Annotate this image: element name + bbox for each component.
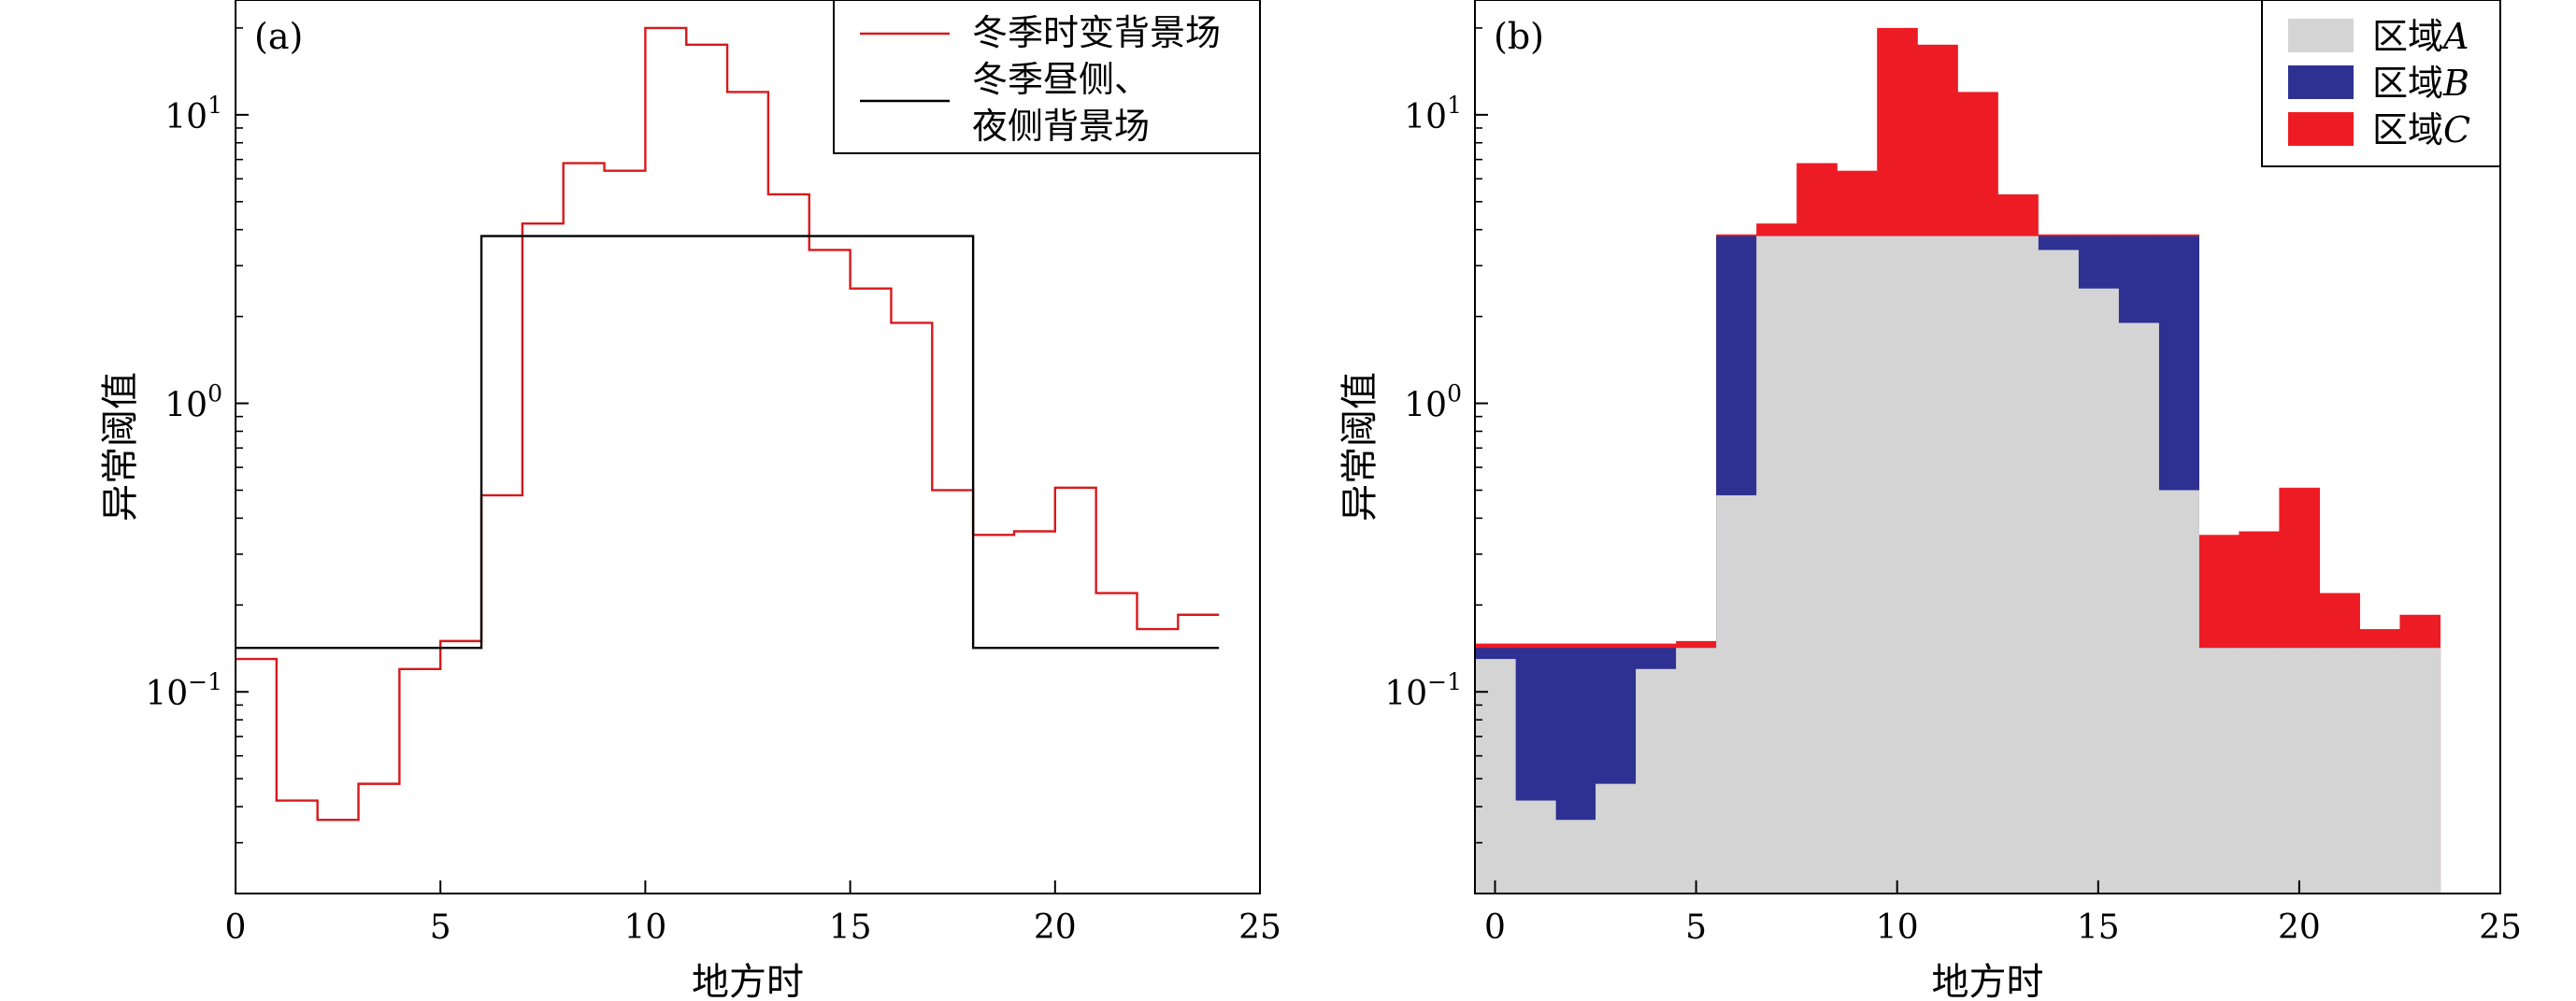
y-tick-label: 100 bbox=[165, 380, 222, 425]
y-tick-exp: −1 bbox=[188, 668, 222, 695]
panel-label: (a) bbox=[254, 16, 303, 57]
bar-A-h16 bbox=[2118, 322, 2159, 894]
bar-A-h20 bbox=[2279, 648, 2321, 894]
bar-A-h18 bbox=[2198, 648, 2240, 894]
plot-frame bbox=[235, 0, 1261, 894]
y-tick-label: 100 bbox=[1404, 380, 1462, 425]
legend-label: 区域C bbox=[2372, 109, 2470, 150]
bar-A-h0 bbox=[1475, 659, 1516, 894]
x-tick-label: 25 bbox=[1238, 908, 1281, 947]
panel-label: (b) bbox=[1494, 16, 1544, 57]
series-line-0 bbox=[236, 26, 1220, 822]
legend-label: 冬季昼侧、 bbox=[972, 59, 1150, 100]
bar-A-h11 bbox=[1917, 236, 1958, 894]
bar-A-h14 bbox=[2038, 250, 2079, 894]
y-tick-exp: 0 bbox=[1447, 380, 1462, 408]
bar-A-h12 bbox=[1957, 236, 1998, 894]
y-tick-label: 10−1 bbox=[145, 668, 222, 713]
y-tick-base: 10 bbox=[1384, 675, 1427, 713]
x-tick-label: 10 bbox=[623, 908, 666, 947]
legend-label-var: A bbox=[2440, 16, 2469, 57]
y-tick-exp: 0 bbox=[208, 380, 222, 408]
y-axis-label: 异常阈值 bbox=[1338, 372, 1381, 522]
y-tick-exp: 1 bbox=[1447, 92, 1462, 119]
x-tick-label: 0 bbox=[1484, 908, 1506, 947]
bar-A-h22 bbox=[2359, 648, 2401, 894]
y-tick-label: 101 bbox=[165, 92, 222, 136]
x-tick-label: 10 bbox=[1876, 908, 1919, 947]
bar-A-h19 bbox=[2239, 648, 2280, 894]
y-tick-exp: 1 bbox=[208, 92, 222, 119]
legend-label-prefix: 区域 bbox=[2372, 109, 2443, 150]
bar-A-h23 bbox=[2399, 648, 2441, 894]
x-tick-label: 25 bbox=[2479, 908, 2522, 947]
x-tick-label: 5 bbox=[430, 908, 451, 947]
legend-label-prefix: 区域 bbox=[2372, 63, 2443, 104]
x-axis-label: 地方时 bbox=[1932, 961, 2044, 1001]
legend-box bbox=[833, 0, 1261, 154]
plot-area bbox=[1475, 27, 2441, 894]
y-tick-base: 10 bbox=[165, 387, 208, 425]
x-tick-label: 20 bbox=[2278, 908, 2321, 947]
legend-label-var: C bbox=[2443, 109, 2470, 150]
bar-A-h6 bbox=[1716, 494, 1757, 894]
bar-A-h15 bbox=[2078, 288, 2119, 894]
y-tick-label: 10−1 bbox=[1384, 668, 1462, 713]
y-tick-label: 101 bbox=[1404, 92, 1462, 136]
legend-swatch bbox=[2288, 19, 2354, 52]
bar-A-h10 bbox=[1877, 236, 1918, 894]
bar-A-h3 bbox=[1596, 783, 1637, 894]
y-tick-base: 10 bbox=[1404, 387, 1447, 425]
legend-label: 区域B bbox=[2372, 63, 2469, 104]
x-tick-label: 15 bbox=[2077, 908, 2120, 947]
series-line-1 bbox=[236, 235, 1220, 650]
y-axis-label: 异常阈值 bbox=[99, 372, 142, 522]
bar-A-h8 bbox=[1796, 236, 1838, 894]
legend-swatch bbox=[2288, 65, 2354, 99]
legend-label-prefix: 区域 bbox=[2372, 16, 2443, 57]
bar-A-h5 bbox=[1676, 648, 1717, 894]
legend-swatch bbox=[2288, 112, 2354, 146]
bar-A-h9 bbox=[1837, 236, 1878, 894]
y-tick-exp: −1 bbox=[1427, 668, 1462, 695]
plot-frame bbox=[1474, 0, 2501, 894]
bar-A-h2 bbox=[1555, 820, 1596, 894]
legend-label: 夜侧背景场 bbox=[972, 106, 1150, 147]
x-tick-label: 5 bbox=[1685, 908, 1707, 947]
y-tick-base: 10 bbox=[145, 675, 188, 713]
y-tick-base: 10 bbox=[1404, 98, 1447, 136]
bar-A-h7 bbox=[1756, 236, 1797, 894]
bar-A-h13 bbox=[1997, 236, 2039, 894]
bar-A-h1 bbox=[1515, 800, 1556, 894]
plot-area bbox=[236, 26, 1220, 822]
x-axis-label: 地方时 bbox=[692, 961, 804, 1001]
x-tick-label: 15 bbox=[829, 908, 872, 947]
legend-label-var: B bbox=[2442, 63, 2469, 104]
bar-A-h4 bbox=[1636, 668, 1677, 894]
x-tick-label: 0 bbox=[225, 908, 247, 947]
bar-A-h21 bbox=[2319, 648, 2361, 894]
y-tick-base: 10 bbox=[165, 98, 208, 136]
legend-label: 区域A bbox=[2372, 16, 2469, 57]
x-tick-label: 20 bbox=[1034, 908, 1077, 947]
legend-label: 冬季时变背景场 bbox=[972, 12, 1221, 53]
bar-A-h17 bbox=[2158, 490, 2199, 894]
